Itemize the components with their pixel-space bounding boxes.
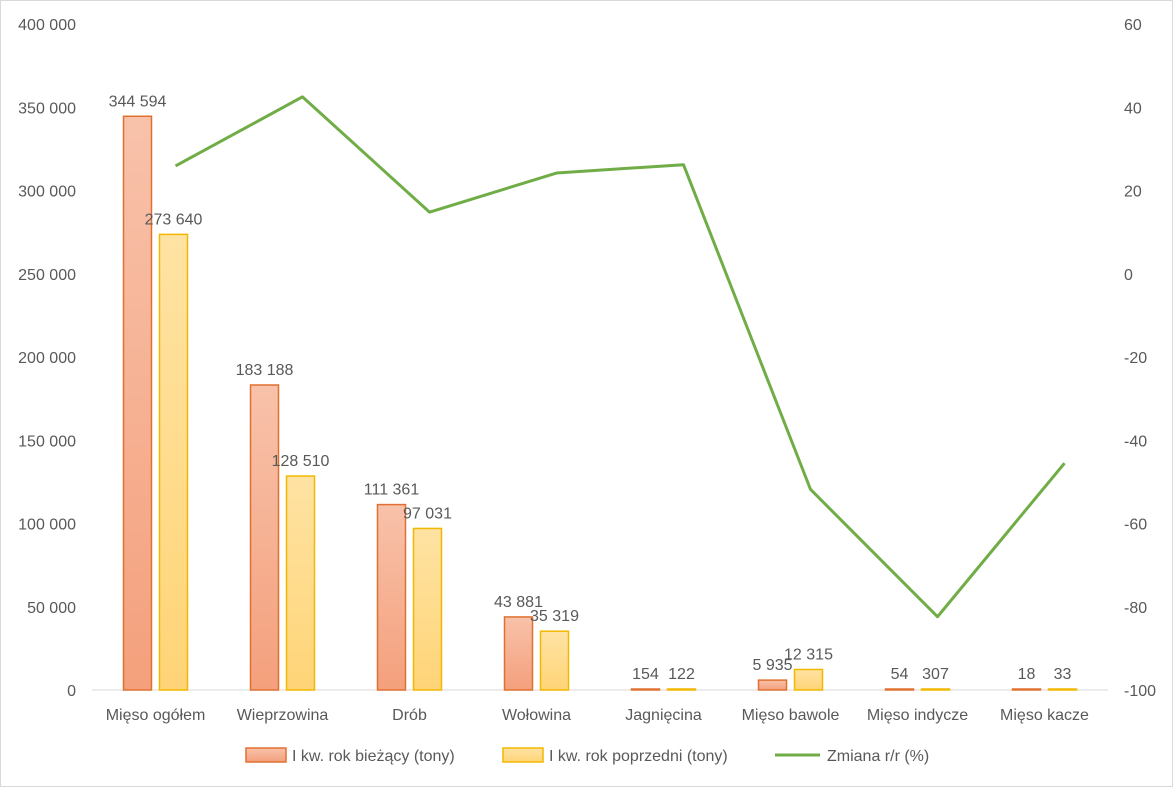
right-tick-label: -100 bbox=[1124, 683, 1156, 700]
right-axis-ticks: -100 -80 -60 -40 -20 0 20 40 60 bbox=[1124, 17, 1156, 700]
right-tick-label: -40 bbox=[1124, 433, 1147, 450]
data-label-current: 344 594 bbox=[109, 93, 167, 110]
data-label-current: 5 935 bbox=[752, 657, 792, 674]
bar-current-year bbox=[503, 616, 534, 691]
bar-previous-year bbox=[158, 233, 189, 691]
bar-current-year bbox=[884, 688, 915, 691]
category-label: Mięso bawole bbox=[742, 707, 840, 724]
left-tick-label: 300 000 bbox=[18, 184, 76, 201]
data-label-previous: 122 bbox=[668, 666, 695, 683]
right-tick-label: -80 bbox=[1124, 600, 1147, 617]
category-label: Wieprzowina bbox=[237, 707, 329, 724]
left-tick-label: 250 000 bbox=[18, 267, 76, 284]
left-tick-label: 350 000 bbox=[18, 100, 76, 117]
data-label-previous: 307 bbox=[922, 666, 949, 683]
bar-data-labels: 344 594 183 188 111 361 43 881 154 5 935 54 18 2… bbox=[109, 93, 1072, 683]
line-zmiana-rr bbox=[174, 95, 1066, 619]
category-label: Mięso kacze bbox=[1000, 707, 1089, 724]
left-tick-label: 150 000 bbox=[18, 433, 76, 450]
legend: I kw. rok bieżący (tony) I kw. rok poprze… bbox=[245, 747, 929, 765]
left-tick-label: 400 000 bbox=[18, 17, 76, 34]
legend-swatch bbox=[245, 747, 287, 763]
category-label: Mięso ogółem bbox=[106, 707, 206, 724]
bar-previous-year bbox=[793, 668, 824, 691]
right-tick-label: -20 bbox=[1124, 350, 1147, 367]
legend-label: I kw. rok poprzedni (tony) bbox=[549, 748, 728, 765]
right-tick-label: -60 bbox=[1124, 517, 1147, 534]
bar-current-year bbox=[376, 503, 407, 691]
data-label-current: 183 188 bbox=[236, 362, 294, 379]
bar-current-year bbox=[757, 679, 788, 691]
data-label-current: 18 bbox=[1018, 666, 1036, 683]
data-label-previous: 35 319 bbox=[530, 608, 579, 625]
data-label-current: 111 361 bbox=[364, 482, 420, 499]
legend-swatch bbox=[502, 747, 544, 763]
line-series bbox=[174, 95, 1066, 619]
legend-label: Zmiana r/r (%) bbox=[827, 748, 929, 765]
bar-previous-year bbox=[539, 630, 570, 691]
left-tick-label: 50 000 bbox=[27, 600, 76, 617]
bar-current-year bbox=[630, 688, 661, 691]
bar-previous-year bbox=[920, 688, 951, 691]
data-label-previous: 12 315 bbox=[784, 646, 833, 663]
right-tick-label: 60 bbox=[1124, 17, 1142, 34]
data-label-previous: 273 640 bbox=[145, 211, 203, 228]
bar-series bbox=[122, 115, 1078, 691]
right-tick-label: 40 bbox=[1124, 100, 1142, 117]
category-label: Drób bbox=[392, 707, 427, 724]
bar-previous-year bbox=[1047, 688, 1078, 691]
bar-current-year bbox=[249, 384, 280, 691]
data-label-previous: 97 031 bbox=[403, 505, 452, 522]
data-label-previous: 128 510 bbox=[272, 453, 330, 470]
data-label-current: 54 bbox=[891, 666, 909, 683]
bar-previous-year bbox=[412, 527, 443, 691]
left-tick-label: 100 000 bbox=[18, 517, 76, 534]
data-label-current: 43 881 bbox=[494, 594, 543, 611]
bar-current-year bbox=[1011, 688, 1042, 691]
left-tick-label: 0 bbox=[67, 683, 76, 700]
legend-label: I kw. rok bieżący (tony) bbox=[292, 748, 455, 765]
data-label-current: 154 bbox=[632, 666, 659, 683]
category-label: Wołowina bbox=[502, 707, 571, 724]
category-label: Jagnięcina bbox=[625, 707, 702, 724]
right-tick-label: 20 bbox=[1124, 184, 1142, 201]
category-labels: Mięso ogółem Wieprzowina Drób Wołowina Jagni… bbox=[106, 707, 1089, 724]
category-label: Mięso indycze bbox=[867, 707, 968, 724]
left-axis-ticks: 0 50 000 100 000 150 000 200 000 250 000 300 0… bbox=[18, 17, 76, 700]
right-tick-label: 0 bbox=[1124, 267, 1133, 284]
left-tick-label: 200 000 bbox=[18, 350, 76, 367]
bar-current-year bbox=[122, 115, 153, 691]
bar-previous-year bbox=[666, 688, 697, 691]
bar-previous-year bbox=[285, 475, 316, 691]
data-label-previous: 33 bbox=[1054, 666, 1072, 683]
